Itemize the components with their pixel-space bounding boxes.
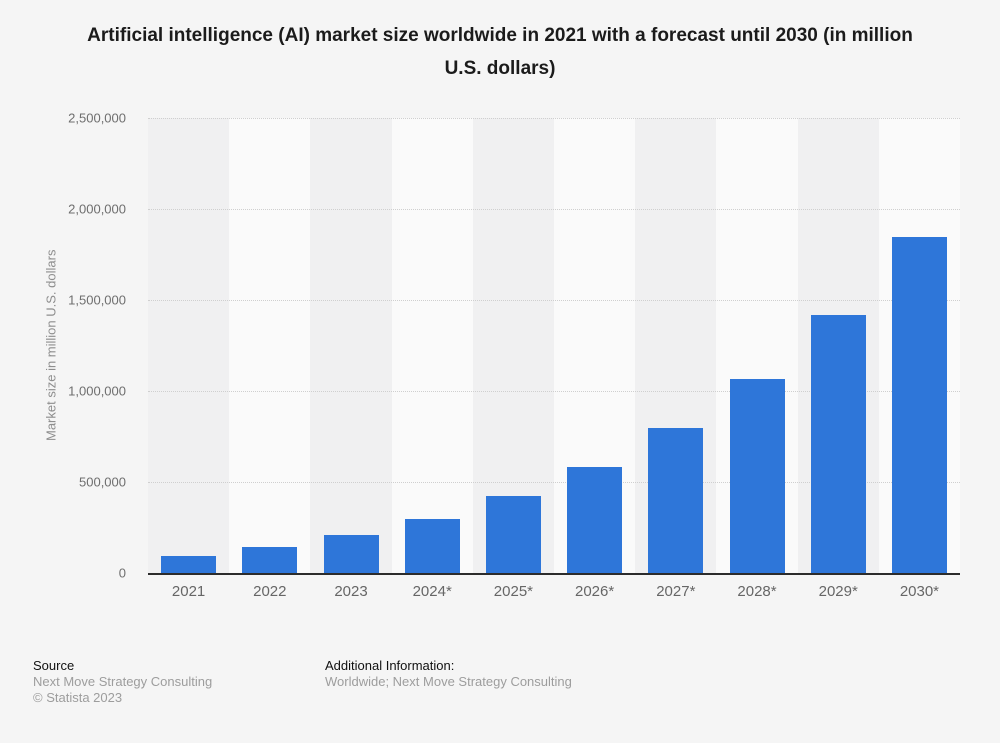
additional-info-heading: Additional Information: bbox=[325, 658, 455, 673]
bar-2024*[interactable] bbox=[404, 519, 460, 573]
bar-2026*[interactable] bbox=[567, 467, 623, 573]
plot-column-stripe-2023 bbox=[310, 118, 392, 573]
additional-info-text: Worldwide; Next Move Strategy Consulting bbox=[325, 674, 572, 689]
bar-2023[interactable] bbox=[323, 535, 379, 573]
bar-2030*[interactable] bbox=[891, 237, 947, 573]
x-label-2028*: 2028* bbox=[737, 583, 777, 600]
plot-column-stripe-2022 bbox=[229, 118, 311, 573]
statista-copyright: © Statista 2023 bbox=[33, 690, 123, 705]
chart-title: Artificial intelligence (AI) market size… bbox=[87, 25, 913, 79]
x-label-2027*: 2027* bbox=[656, 583, 696, 600]
bar-2021[interactable] bbox=[161, 556, 217, 573]
x-label-2023: 2023 bbox=[334, 583, 368, 600]
y-tick-2,000,000: 2,000,000 bbox=[68, 201, 126, 217]
bar-2022[interactable] bbox=[242, 547, 298, 573]
x-label-2024*: 2024* bbox=[412, 583, 452, 600]
gridline-500,000 bbox=[148, 482, 960, 483]
bar-2027*[interactable] bbox=[648, 428, 704, 573]
plot-area bbox=[148, 118, 960, 575]
source-heading: Source bbox=[33, 658, 75, 673]
gridline-2,000,000 bbox=[148, 209, 960, 210]
x-label-2029*: 2029* bbox=[818, 583, 858, 600]
bar-2025*[interactable] bbox=[485, 496, 541, 573]
y-axis-tick-labels: 0 500,000 1,000,000 1,500,000 2,000,000 2,500… bbox=[0, 111, 126, 581]
y-tick-500,000: 500,000 bbox=[79, 474, 126, 490]
source-block: Source Next Move Strategy Consulting © S… bbox=[33, 658, 212, 706]
x-axis-labels: 2021 2022 2023 2024* 2025* 2026* 2027* 2028* 202… bbox=[148, 583, 960, 600]
y-tick-2,500,000: 2,500,000 bbox=[68, 110, 126, 126]
additional-info-block: Additional Information: Worldwide; Next … bbox=[325, 658, 572, 690]
plot-column-stripe-2024* bbox=[391, 118, 473, 573]
y-tick-1,500,000: 1,500,000 bbox=[68, 292, 126, 308]
x-label-2030*: 2030* bbox=[899, 583, 940, 600]
x-label-2022: 2022 bbox=[253, 583, 287, 600]
plot-column-stripe-2021 bbox=[148, 118, 230, 573]
source-name: Next Move Strategy Consulting bbox=[33, 674, 213, 689]
gridline-2,500,000 bbox=[148, 118, 960, 119]
y-tick-0: 0 bbox=[118, 565, 126, 581]
x-label-2026*: 2026* bbox=[575, 583, 615, 600]
bar-2029*[interactable] bbox=[810, 315, 866, 573]
x-label-2021: 2021 bbox=[171, 583, 206, 600]
bar-2028*[interactable] bbox=[729, 379, 785, 573]
x-label-2025*: 2025* bbox=[493, 583, 534, 600]
y-tick-1,000,000: 1,000,000 bbox=[68, 383, 126, 399]
gridline-1,500,000 bbox=[148, 300, 960, 301]
gridline-1,000,000 bbox=[148, 391, 960, 392]
